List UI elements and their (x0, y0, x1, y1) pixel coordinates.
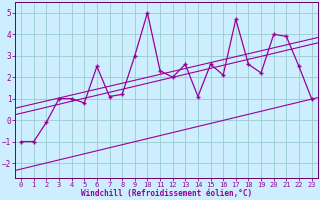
X-axis label: Windchill (Refroidissement éolien,°C): Windchill (Refroidissement éolien,°C) (81, 189, 252, 198)
